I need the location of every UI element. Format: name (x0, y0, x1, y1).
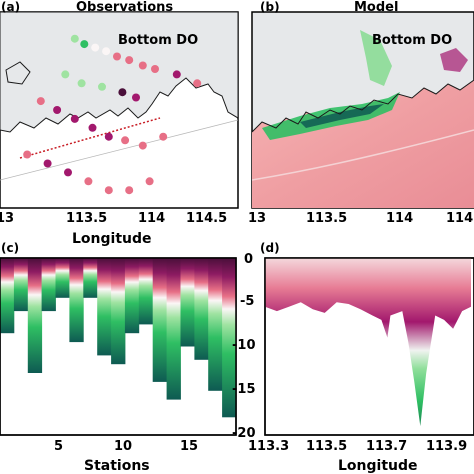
panel-d-xtick-2: 113.5 (306, 439, 347, 454)
station-dot-11 (36, 97, 45, 106)
panel-b-xtick-3: 114 (386, 211, 413, 226)
station-dot-2 (80, 40, 89, 49)
station-dot-14 (88, 123, 97, 132)
station-dot-19 (23, 150, 32, 159)
station-dot-15 (104, 132, 113, 141)
station-column-3 (27, 258, 43, 373)
station-column-9 (111, 258, 126, 365)
panel-b-coastline (252, 79, 474, 133)
panel-c-label: (c) (1, 241, 19, 255)
panel-d-ytick-2: -5 (240, 294, 254, 309)
panel-b-upper-green (360, 30, 392, 86)
panel-d-label: (d) (260, 241, 280, 255)
station-column-13 (166, 258, 181, 400)
station-dot-10 (193, 79, 202, 88)
panel-b: (b) Model Bottom DO 13 113.5 114 114. (248, 0, 474, 226)
panel-d-ytick-1: 0 (244, 252, 253, 267)
station-dot-30 (61, 70, 70, 79)
panel-b-title: Model (354, 0, 398, 15)
panel-b-inset-label: Bottom DO (372, 33, 452, 48)
panel-b-xtick-1: 13 (248, 211, 266, 226)
panel-c-xtick-1: 5 (54, 439, 63, 454)
panel-c: (c) 5 10 15 Stations (0, 241, 237, 474)
station-dot-18 (159, 132, 168, 141)
station-dot-13 (70, 114, 79, 123)
station-dot-6 (125, 56, 134, 65)
panel-d-ytick-5: -20 (232, 426, 256, 441)
panel-b-xtick-2: 113.5 (306, 211, 347, 226)
station-dot-7 (138, 61, 147, 70)
station-dot-4 (102, 47, 111, 56)
panel-a-label: (a) (1, 0, 20, 14)
station-dot-27 (98, 82, 106, 91)
panel-a-xlabel: Longitude (72, 231, 152, 247)
station-column-15 (194, 258, 209, 360)
station-dot-8 (151, 65, 159, 73)
station-column-2 (13, 258, 29, 312)
station-dot-22 (84, 177, 93, 186)
panel-a-depth-contour (0, 119, 238, 181)
station-column-1 (0, 258, 15, 334)
station-dot-1 (70, 34, 79, 43)
panel-b-xtick-4: 114. (446, 211, 474, 226)
panel-a-title: Observations (76, 0, 173, 15)
panel-d-xlabel: Longitude (338, 458, 418, 474)
station-dot-25 (145, 177, 154, 186)
panel-a-xtick-1: 13 (0, 211, 14, 226)
panel-a-inset-label: Bottom DO (118, 33, 198, 48)
panel-b-plume-contour (252, 129, 474, 181)
panel-b-estuary-dark (300, 104, 384, 128)
station-column-8 (97, 258, 112, 356)
panel-c-xtick-2: 10 (114, 439, 132, 454)
panel-a-xtick-4: 114.5 (186, 211, 227, 226)
station-column-17 (222, 258, 236, 418)
station-dot-29 (132, 93, 140, 102)
station-dot-17 (138, 141, 147, 150)
panel-d-xtick-3: 113.7 (366, 439, 407, 454)
station-dot-24 (125, 186, 134, 195)
station-column-4 (41, 258, 56, 312)
panel-d-ytick-4: -15 (232, 382, 256, 397)
station-column-10 (124, 258, 140, 334)
panel-d: (d) 0 -5 -10 -15 -20 113.3 113.5 113.7 1… (232, 241, 474, 474)
station-dot-5 (113, 52, 121, 61)
panel-a-xtick-3: 114 (138, 211, 165, 226)
station-column-6 (69, 258, 84, 343)
station-dot-23 (104, 186, 113, 195)
station-dot-3 (91, 43, 100, 52)
station-dot-28 (118, 88, 127, 97)
panel-b-label: (b) (260, 0, 280, 14)
panel-b-ocean (252, 80, 474, 208)
station-dot-20 (43, 159, 52, 168)
panel-d-xtick-4: 113.9 (426, 439, 467, 454)
panel-c-xlabel: Stations (84, 458, 150, 474)
station-column-14 (180, 258, 195, 347)
panel-a-xtick-2: 113.5 (66, 211, 107, 226)
station-column-16 (208, 258, 223, 391)
panel-d-section (265, 258, 471, 427)
station-dot-12 (53, 106, 62, 114)
panel-a: (a) Observations Bottom DO 13 113.5 114 … (0, 0, 239, 247)
station-column-5 (55, 258, 70, 298)
panel-d-xtick-1: 113.3 (248, 439, 289, 454)
station-column-12 (152, 258, 167, 382)
station-dot-9 (172, 70, 181, 79)
panel-a-land (0, 12, 238, 133)
panel-c-xtick-3: 15 (180, 439, 198, 454)
panel-b-magenta-patch (440, 48, 468, 72)
station-dot-21 (64, 168, 72, 177)
panel-d-ytick-3: -10 (232, 338, 256, 353)
station-dot-16 (121, 136, 130, 145)
station-column-7 (83, 258, 98, 298)
panel-a-island (5, 61, 31, 85)
station-dot-26 (77, 79, 86, 88)
station-column-11 (138, 258, 154, 325)
panel-a-transect (19, 117, 161, 159)
